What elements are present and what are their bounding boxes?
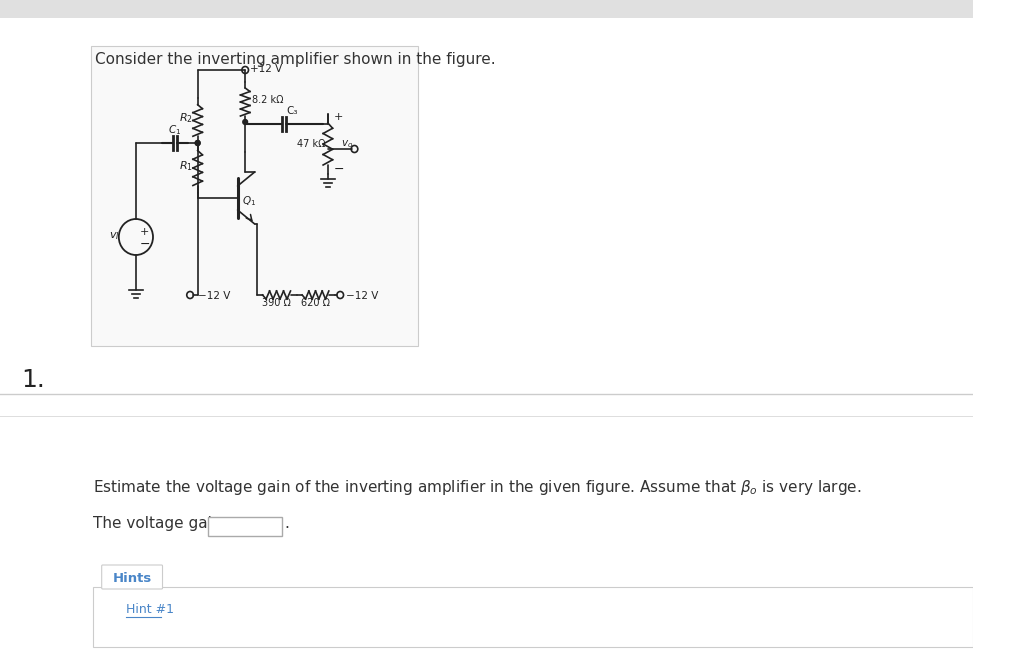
Text: $v_o$: $v_o$ [341, 138, 353, 150]
Circle shape [196, 140, 200, 146]
Text: $v_I$: $v_I$ [110, 230, 120, 242]
Text: Hint #1: Hint #1 [126, 603, 174, 616]
Circle shape [196, 140, 200, 146]
Text: $R_2$: $R_2$ [178, 112, 193, 125]
Text: −12 V: −12 V [198, 291, 230, 301]
Text: $R_1$: $R_1$ [178, 159, 193, 173]
Text: −: − [139, 238, 151, 250]
Text: −: − [334, 162, 344, 175]
Text: The voltage gain =: The voltage gain = [93, 516, 240, 531]
Text: +12 V: +12 V [250, 64, 283, 74]
Text: +: + [139, 227, 150, 237]
Text: Estimate the voltage gain of the inverting amplifier in the given figure. Assume: Estimate the voltage gain of the inverti… [93, 478, 861, 497]
Text: Consider the inverting amplifier shown in the figure.: Consider the inverting amplifier shown i… [95, 52, 496, 67]
Bar [208, 517, 283, 536]
Text: C₃: C₃ [286, 106, 298, 116]
Bar [91, 46, 418, 346]
Circle shape [243, 120, 248, 124]
Text: Hints: Hints [113, 571, 152, 585]
Text: 8.2 kΩ: 8.2 kΩ [252, 95, 284, 105]
Text: 620 Ω: 620 Ω [301, 298, 330, 308]
Text: $Q_1$: $Q_1$ [243, 194, 256, 208]
Text: 47 kΩ: 47 kΩ [297, 139, 325, 149]
Text: .: . [284, 516, 289, 531]
Text: −12 V: −12 V [346, 291, 378, 301]
Bar [93, 587, 973, 647]
Bar [0, 0, 973, 18]
Text: 1.: 1. [20, 368, 45, 392]
Text: $C_1$: $C_1$ [168, 123, 181, 137]
FancyBboxPatch shape [101, 565, 163, 589]
Text: +: + [334, 112, 343, 122]
Text: 390 Ω: 390 Ω [262, 298, 291, 308]
